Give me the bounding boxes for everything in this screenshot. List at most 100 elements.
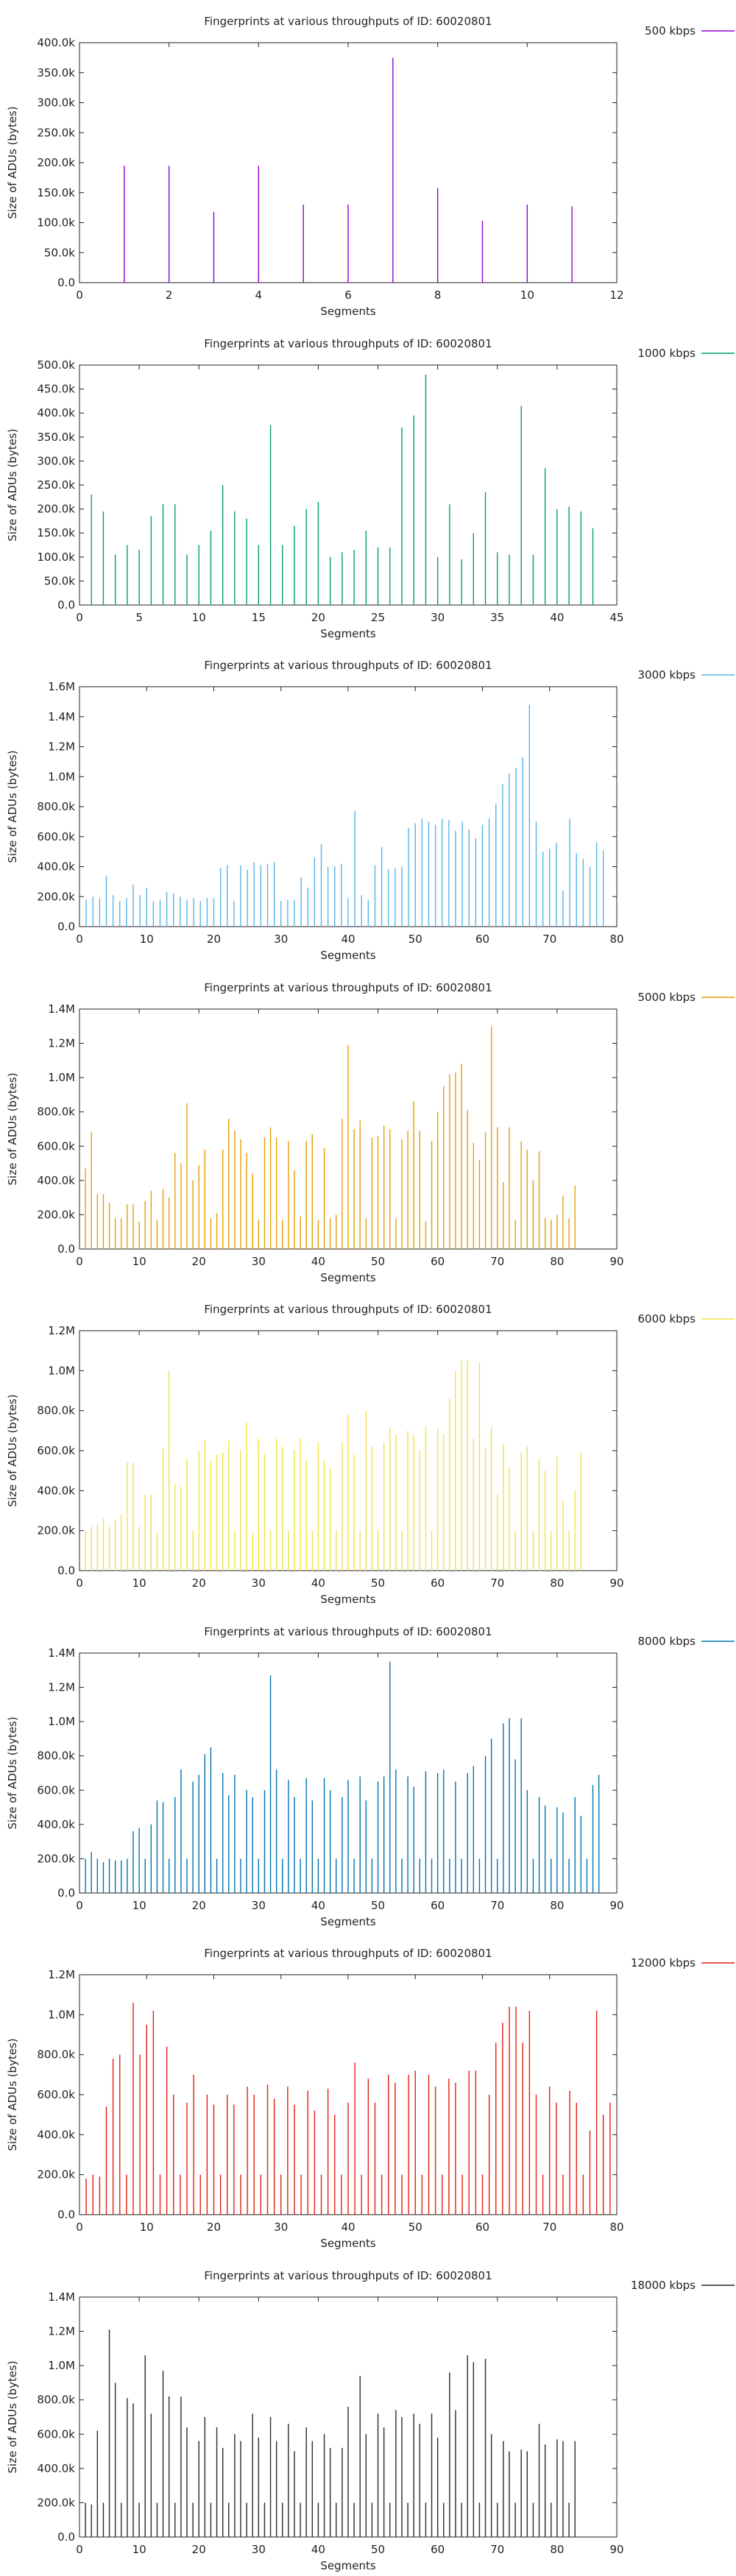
- y-tick-label: 350.0k: [37, 66, 75, 79]
- x-tick-label: 80: [550, 1255, 564, 1268]
- x-tick-label: 70: [490, 1577, 504, 1590]
- chart-title: Fingerprints at various throughputs of I…: [204, 659, 492, 672]
- y-tick-label: 1.0M: [48, 1364, 75, 1377]
- chart-panel-7: Fingerprints at various throughputs of I…: [6, 2269, 735, 2572]
- x-tick-label: 60: [475, 2221, 489, 2234]
- x-tick-label: 15: [252, 611, 266, 624]
- x-tick-label: 50: [408, 933, 422, 946]
- plot-frame: [79, 364, 618, 605]
- chart-panel-2: Fingerprints at various throughputs of I…: [6, 659, 735, 962]
- y-tick-label: 800.0k: [37, 1105, 75, 1118]
- y-tick-label: 600.0k: [37, 2088, 75, 2101]
- y-tick-label: 800.0k: [37, 800, 75, 813]
- y-tick-label: 450.0k: [37, 382, 75, 395]
- chart-title: Fingerprints at various throughputs of I…: [204, 1625, 492, 1638]
- x-tick-label: 10: [132, 1577, 146, 1590]
- x-tick-label: 10: [132, 2543, 146, 2556]
- x-tick-label: 10: [132, 1255, 146, 1268]
- y-tick-label: 800.0k: [37, 2393, 75, 2406]
- y-tick-label: 1.2M: [48, 740, 75, 754]
- chart-panel-6: Fingerprints at various throughputs of I…: [6, 1947, 735, 2250]
- x-tick-label: 25: [371, 611, 385, 624]
- y-tick-label: 1.2M: [48, 2324, 75, 2338]
- x-tick-label: 0: [76, 2221, 83, 2234]
- chart-title: Fingerprints at various throughputs of I…: [204, 337, 492, 350]
- y-tick-label: 250.0k: [37, 126, 75, 139]
- chart-panel-5: Fingerprints at various throughputs of I…: [6, 1625, 735, 1928]
- x-axis-label: Segments: [320, 949, 376, 962]
- x-tick-label: 20: [207, 933, 221, 946]
- y-tick-label: 400.0k: [37, 406, 75, 420]
- x-axis-label: Segments: [320, 305, 376, 318]
- y-tick-label: 200.0k: [37, 156, 75, 169]
- x-tick-label: 40: [311, 1899, 325, 1912]
- y-axis-label: Size of ADUs (bytes): [6, 1072, 19, 1185]
- y-tick-label: 1.4M: [48, 2290, 75, 2304]
- chart-title: Fingerprints at various throughputs of I…: [204, 981, 492, 994]
- y-axis-label: Size of ADUs (bytes): [6, 750, 19, 863]
- y-tick-label: 150.0k: [37, 186, 75, 199]
- x-tick-label: 50: [371, 1577, 385, 1590]
- x-axis-label: Segments: [320, 627, 376, 640]
- y-tick-label: 200.0k: [37, 2496, 75, 2509]
- x-tick-label: 80: [609, 933, 623, 946]
- x-tick-label: 90: [609, 1255, 623, 1268]
- legend-label: 3000 kbps: [638, 668, 696, 682]
- x-tick-label: 0: [76, 1255, 83, 1268]
- x-tick-label: 40: [341, 933, 355, 946]
- x-axis-label: Segments: [320, 1271, 376, 1284]
- y-tick-label: 0.0: [57, 920, 75, 933]
- x-tick-label: 40: [311, 1577, 325, 1590]
- y-tick-label: 0.0: [57, 2208, 75, 2221]
- x-tick-label: 10: [520, 289, 534, 302]
- x-tick-label: 30: [252, 1899, 266, 1912]
- x-axis-label: Segments: [320, 2237, 376, 2250]
- chart-title: Fingerprints at various throughputs of I…: [204, 1947, 492, 1960]
- x-tick-label: 60: [431, 1577, 445, 1590]
- y-tick-label: 0.0: [57, 1886, 75, 1900]
- x-tick-label: 70: [490, 1255, 504, 1268]
- legend-label: 12000 kbps: [631, 1956, 696, 1970]
- x-tick-label: 2: [166, 289, 173, 302]
- y-tick-label: 0.0: [57, 1242, 75, 1256]
- y-tick-label: 200.0k: [37, 502, 75, 515]
- x-axis-label: Segments: [320, 1915, 376, 1928]
- y-tick-label: 1.2M: [48, 1968, 75, 1981]
- x-tick-label: 90: [609, 2543, 623, 2556]
- legend-label: 500 kbps: [645, 24, 696, 38]
- y-tick-label: 500.0k: [37, 358, 75, 372]
- y-tick-label: 400.0k: [37, 36, 75, 49]
- y-axis-label: Size of ADUs (bytes): [6, 2038, 19, 2151]
- x-tick-label: 60: [431, 1255, 445, 1268]
- x-tick-label: 90: [609, 1577, 623, 1590]
- x-tick-label: 10: [140, 2221, 154, 2234]
- chart-panel-0: Fingerprints at various throughputs of I…: [6, 15, 735, 318]
- x-tick-label: 80: [550, 1577, 564, 1590]
- y-tick-label: 300.0k: [37, 454, 75, 467]
- y-tick-label: 1.4M: [48, 710, 75, 723]
- y-tick-label: 1.2M: [48, 1680, 75, 1694]
- y-tick-label: 200.0k: [37, 1852, 75, 1865]
- y-tick-label: 400.0k: [37, 2128, 75, 2141]
- x-tick-label: 0: [76, 289, 83, 302]
- y-tick-label: 800.0k: [37, 2048, 75, 2062]
- y-axis-label: Size of ADUs (bytes): [6, 106, 19, 219]
- y-tick-label: 1.4M: [48, 1646, 75, 1660]
- y-tick-label: 400.0k: [37, 2461, 75, 2474]
- y-tick-label: 100.0k: [37, 550, 75, 563]
- x-tick-label: 30: [274, 933, 288, 946]
- y-tick-label: 0.0: [57, 598, 75, 612]
- x-tick-label: 90: [609, 1899, 623, 1912]
- x-tick-label: 6: [344, 289, 352, 302]
- y-tick-label: 600.0k: [37, 1783, 75, 1797]
- y-axis-label: Size of ADUs (bytes): [6, 2360, 19, 2473]
- chart-title: Fingerprints at various throughputs of I…: [204, 15, 492, 28]
- x-tick-label: 60: [431, 2543, 445, 2556]
- y-tick-label: 600.0k: [37, 1139, 75, 1153]
- y-tick-label: 200.0k: [37, 1208, 75, 1221]
- series-0: [91, 374, 594, 605]
- y-tick-label: 300.0k: [37, 96, 75, 110]
- y-tick-label: 1.0M: [48, 2008, 75, 2021]
- y-tick-label: 400.0k: [37, 1484, 75, 1497]
